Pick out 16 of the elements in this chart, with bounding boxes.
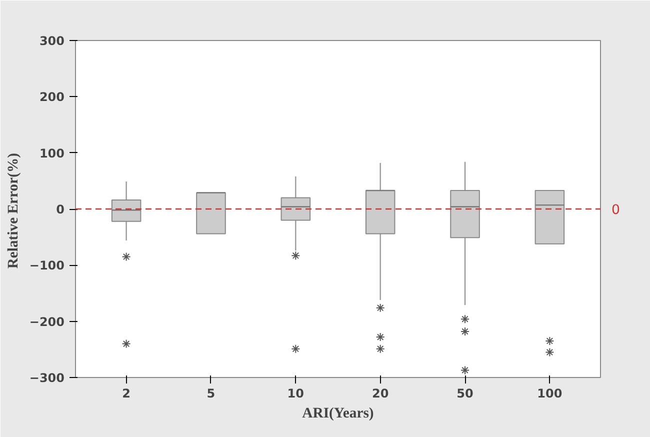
y-tick-label: 0 <box>56 202 65 216</box>
x-tick-label: 20 <box>372 386 389 400</box>
x-tick-label: 100 <box>537 386 562 400</box>
y-tick-label: −300 <box>29 371 65 385</box>
x-tick-label: 50 <box>456 386 474 400</box>
y-tick-label: −200 <box>29 314 65 329</box>
y-tick-label: 200 <box>39 90 65 104</box>
ref-line-label: 0 <box>612 203 620 218</box>
x-axis-title: ARI(Years) <box>302 406 374 422</box>
x-tick-label: 2 <box>122 386 130 400</box>
x-tick-label: 10 <box>287 386 304 400</box>
y-tick-label: 100 <box>39 146 65 160</box>
y-tick-label: −100 <box>29 258 65 273</box>
y-tick-label: 300 <box>39 34 65 48</box>
y-axis-title: Relative Error(%) <box>5 152 22 269</box>
x-tick-label: 5 <box>206 386 216 400</box>
